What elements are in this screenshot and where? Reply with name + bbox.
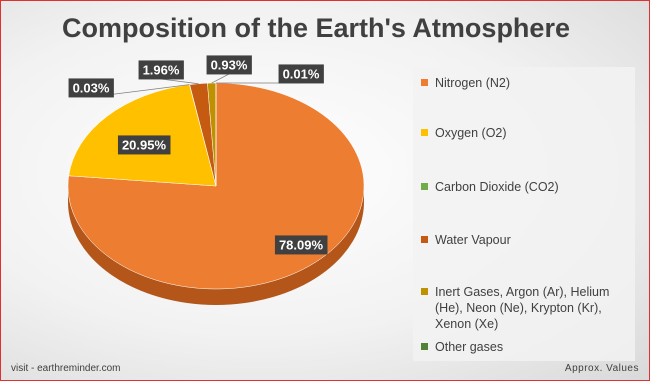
leader-line (160, 78, 199, 85)
value-label: 20.95% (122, 137, 167, 152)
value-label: 78.09% (279, 237, 324, 252)
value-label-box (278, 64, 324, 84)
legend-swatch (421, 183, 428, 190)
footer-left: visit - earthreminder.com (11, 363, 121, 374)
legend-item: Carbon Dioxide (CO2) (421, 179, 626, 195)
value-label-box (206, 55, 252, 75)
value-label: 0.01% (283, 66, 320, 81)
value-label-box (117, 135, 171, 155)
value-label-box (274, 235, 328, 255)
pie-slice (68, 84, 217, 187)
legend-swatch (421, 129, 428, 136)
legend-label: Carbon Dioxide (CO2) (435, 180, 559, 194)
legend-swatch (421, 236, 428, 243)
legend-swatch (421, 343, 428, 350)
legend-item: Nitrogen (N2) (421, 75, 626, 91)
legend-item: Oxygen (O2) (421, 125, 626, 141)
legend-swatch (421, 79, 428, 86)
legend-label: Inert Gases, Argon (Ar), Helium (He), Ne… (435, 285, 610, 331)
leader-line (211, 73, 230, 84)
value-label-box (138, 60, 184, 80)
legend-label: Water Vapour (435, 233, 511, 247)
footer-right: Approx. Values (564, 363, 639, 374)
value-label: 0.03% (73, 80, 110, 95)
legend: Nitrogen (N2) Oxygen (O2) Carbon Dioxide (… (413, 67, 635, 361)
legend-label: Other gases (435, 340, 504, 354)
legend-item: Other gases (421, 339, 626, 355)
value-label-box (68, 78, 114, 98)
chart-title: Composition of the Earth's Atmosphere (62, 13, 570, 43)
legend-label: Nitrogen (N2) (435, 76, 511, 90)
legend-label: Oxygen (O2) (435, 126, 507, 140)
legend-swatch (421, 288, 428, 295)
legend-item: Water Vapour (421, 232, 626, 248)
value-label: 0.93% (211, 57, 248, 72)
value-label: 1.96% (143, 62, 180, 77)
legend-item: Inert Gases, Argon (Ar), Helium (He), Ne… (421, 284, 626, 332)
